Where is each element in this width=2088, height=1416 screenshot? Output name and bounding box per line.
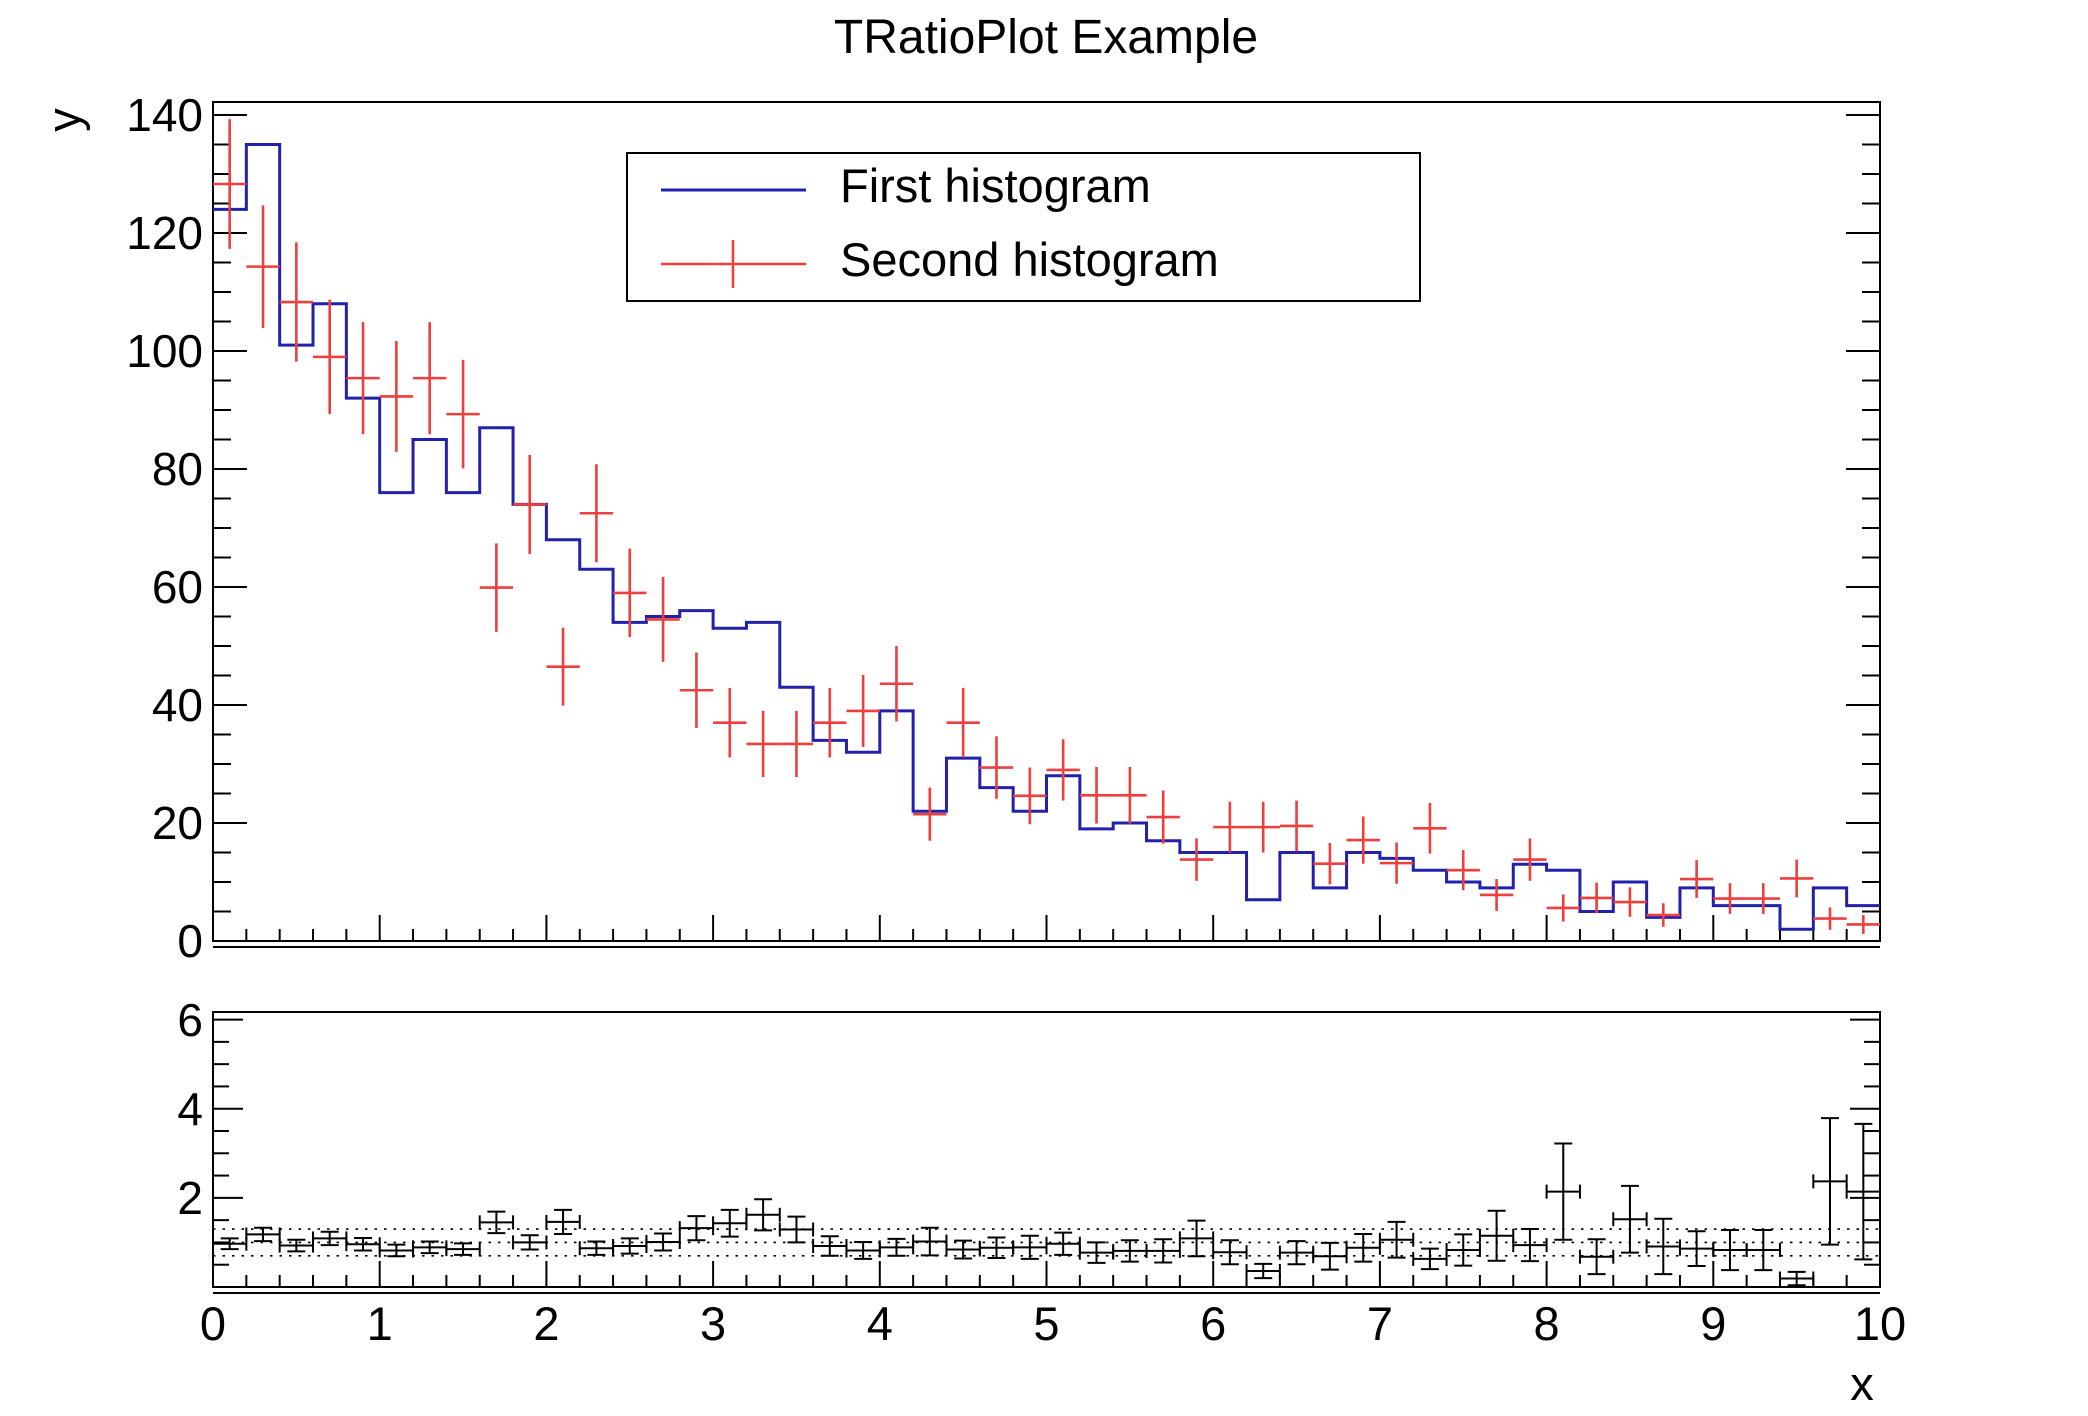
main-y-tick-label: 40 bbox=[151, 678, 203, 731]
ratio-y-tick-label: 2 bbox=[177, 1171, 203, 1224]
x-tick-label: 1 bbox=[366, 1297, 393, 1350]
x-tick-label: 9 bbox=[1700, 1297, 1727, 1350]
x-tick-label: 2 bbox=[533, 1297, 560, 1350]
page-title: TRatioPlot Example bbox=[833, 11, 1259, 64]
x-tick-label: 8 bbox=[1533, 1297, 1560, 1350]
main-y-tick-label: 20 bbox=[151, 796, 203, 849]
legend-label-first-histogram: First histogram bbox=[840, 159, 1151, 212]
main-y-tick-label: 60 bbox=[151, 560, 203, 613]
axis-ticks bbox=[213, 113, 1880, 1287]
main-y-tick-label: 0 bbox=[177, 915, 203, 967]
main-y-tick-label: 120 bbox=[126, 206, 203, 259]
x-tick-label: 0 bbox=[199, 1297, 227, 1350]
x-tick-label: 7 bbox=[1366, 1297, 1393, 1350]
main-y-tick-label: 100 bbox=[126, 324, 203, 377]
ratio-y-tick-label: 6 bbox=[177, 993, 203, 1046]
x-tick-label: 5 bbox=[1033, 1297, 1060, 1350]
x-tick-label: 10 bbox=[1853, 1297, 1907, 1350]
x-tick-label: 3 bbox=[700, 1297, 727, 1350]
x-axis-title: x bbox=[1850, 1357, 1874, 1410]
ratio-points bbox=[212, 1117, 1881, 1287]
legend-box bbox=[626, 152, 1421, 302]
x-tick-label: 6 bbox=[1200, 1297, 1227, 1350]
main-y-tick-label: 80 bbox=[151, 442, 203, 495]
main-y-tick-label: 140 bbox=[126, 88, 203, 141]
legend-label-second-histogram: Second histogram bbox=[840, 233, 1219, 286]
ratio-y-tick-label: 4 bbox=[177, 1082, 203, 1135]
second-histogram-points bbox=[213, 119, 1880, 934]
x-tick-label: 4 bbox=[866, 1297, 893, 1350]
